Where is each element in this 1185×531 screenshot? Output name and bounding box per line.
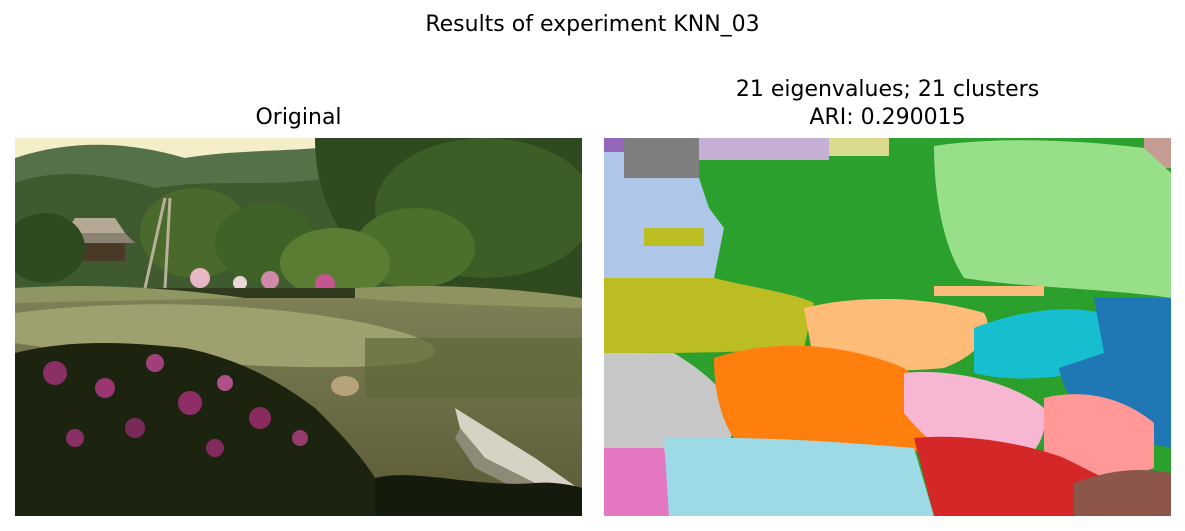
original-title: Original bbox=[255, 105, 342, 130]
segmentation-title: 21 eigenvalues; 21 clusters ARI: 0.29001… bbox=[604, 76, 1171, 132]
figure-suptitle: Results of experiment KNN_03 bbox=[425, 12, 760, 37]
segmentation-title-line2: ARI: 0.290015 bbox=[809, 105, 966, 130]
segmentation-title-line1: 21 eigenvalues; 21 clusters bbox=[735, 77, 1040, 102]
original-photo bbox=[15, 138, 582, 516]
segmentation-map bbox=[604, 138, 1171, 516]
